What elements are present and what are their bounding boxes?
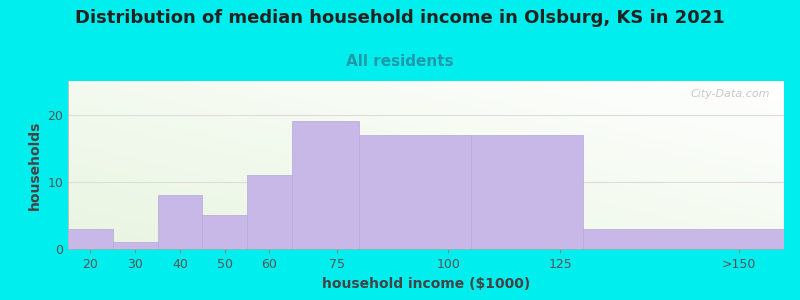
- Bar: [202, 215, 247, 249]
- Bar: [158, 195, 202, 249]
- Bar: [582, 229, 784, 249]
- Text: City-Data.com: City-Data.com: [690, 89, 770, 99]
- Bar: [292, 121, 359, 249]
- Bar: [470, 135, 582, 249]
- Bar: [247, 175, 292, 249]
- Y-axis label: households: households: [28, 120, 42, 210]
- Text: Distribution of median household income in Olsburg, KS in 2021: Distribution of median household income …: [75, 9, 725, 27]
- Bar: [113, 242, 158, 249]
- X-axis label: household income ($1000): household income ($1000): [322, 277, 530, 291]
- Text: All residents: All residents: [346, 54, 454, 69]
- Bar: [68, 229, 113, 249]
- Bar: [359, 135, 470, 249]
